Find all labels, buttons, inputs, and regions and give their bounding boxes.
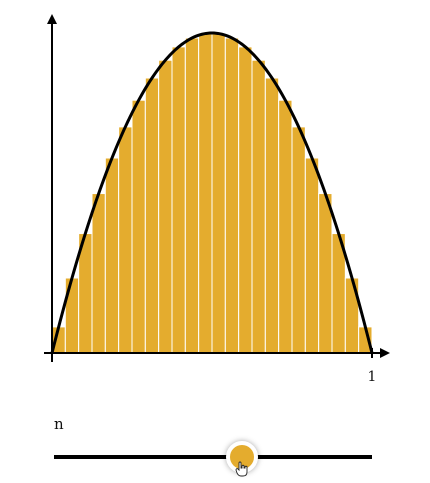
bar-18 [278,99,293,354]
slider-label: n [54,415,64,433]
bar-15 [238,46,253,354]
bar-8 [144,77,160,354]
bar-21 [318,193,333,354]
bar-16 [251,59,266,354]
bar-13 [211,33,226,354]
bar-11 [184,37,200,354]
bar-19 [291,126,306,354]
bar-20 [304,157,320,354]
y-axis-arrow-icon [47,14,57,24]
bar-9 [158,59,173,354]
riemann-chart: 1 [44,14,390,385]
bar-17 [264,77,280,354]
bar-7 [131,99,146,354]
curve-line [50,31,374,354]
x-axis-arrow-icon [380,348,390,358]
hand-pointer-icon [235,461,247,477]
bar-4 [91,193,106,354]
axes: 1 [44,14,390,385]
bar-12 [198,33,213,354]
slider-track[interactable] [54,455,372,459]
bar-5 [104,157,120,354]
bar-10 [171,46,186,354]
bar-6 [118,126,133,354]
x-tick-label-1: 1 [368,369,377,385]
bar-14 [224,37,240,354]
